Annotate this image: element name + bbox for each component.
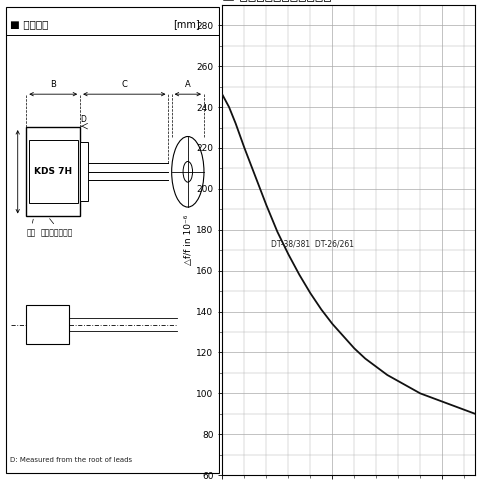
Bar xyxy=(80,142,88,202)
Text: C: C xyxy=(121,80,127,88)
Text: D: D xyxy=(80,115,86,124)
Text: 製造ロット番号: 製造ロット番号 xyxy=(40,228,72,237)
Text: A: A xyxy=(185,80,191,88)
Y-axis label: △f/f in 10⁻⁶: △f/f in 10⁻⁶ xyxy=(184,215,193,265)
Bar xyxy=(29,140,78,204)
Text: ■ 外形尸法: ■ 外形尸法 xyxy=(10,19,48,29)
Text: D: Measured from the root of leads: D: Measured from the root of leads xyxy=(10,457,132,464)
Text: KDS 7H: KDS 7H xyxy=(34,168,72,176)
Text: DT-38/381  DT-26/261: DT-38/381 DT-26/261 xyxy=(271,240,354,249)
Bar xyxy=(26,127,80,216)
Text: ■ 負荷容量特性（代表例）: ■ 負荷容量特性（代表例） xyxy=(222,0,332,2)
Text: [mm]: [mm] xyxy=(173,19,200,29)
Bar xyxy=(26,305,70,345)
Text: B: B xyxy=(50,80,56,88)
Circle shape xyxy=(183,161,192,182)
Circle shape xyxy=(172,136,204,207)
Text: 地名: 地名 xyxy=(27,228,36,237)
